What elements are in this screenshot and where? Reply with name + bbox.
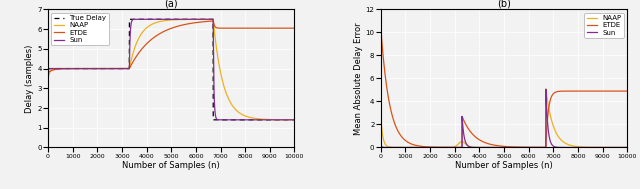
Sun [378,146,386,148]
NAAP [44,77,52,80]
NAAP [54,67,62,70]
ETDE [377,26,385,28]
Sun [44,70,52,73]
NAAP [425,146,433,149]
True Delay [59,67,67,70]
Sun [542,88,550,90]
True Delay [291,119,298,121]
ETDE [278,27,285,29]
NAAP [542,146,550,149]
ETDE [378,40,386,42]
ETDE [59,68,67,70]
ETDE [92,67,100,70]
ETDE [164,28,172,30]
NAAP [278,119,285,121]
ETDE [209,20,217,22]
Sun [425,146,433,149]
Line: NAAP: NAAP [381,89,627,147]
Sun [152,18,160,20]
ETDE [425,146,433,148]
NAAP [377,114,385,116]
Sun [164,18,172,20]
X-axis label: Number of Samples (n): Number of Samples (n) [122,161,220,170]
NAAP [542,88,550,90]
Sun [237,119,245,121]
True Delay [92,67,100,70]
ETDE [611,90,618,92]
True Delay [44,67,52,70]
Y-axis label: Delay (samples): Delay (samples) [26,44,35,113]
True Delay [54,67,62,70]
NAAP [59,67,67,70]
NAAP [623,146,631,149]
Y-axis label: Mean Absolute Delay Error: Mean Absolute Delay Error [354,22,363,135]
Sun [291,119,298,121]
True Delay [278,119,285,121]
NAAP [45,73,53,75]
Line: ETDE: ETDE [48,21,294,73]
Sun [387,146,395,149]
X-axis label: Number of Samples (n): Number of Samples (n) [455,161,553,170]
Sun [54,67,62,70]
Sun [458,146,466,149]
True Delay [164,18,172,20]
True Delay [45,67,53,70]
ETDE [497,145,505,147]
Legend: NAAP, ETDE, Sun: NAAP, ETDE, Sun [584,13,624,38]
ETDE [54,68,62,70]
Line: NAAP: NAAP [48,19,294,120]
Line: Sun: Sun [381,89,627,147]
NAAP [378,128,386,130]
ETDE [623,90,631,92]
Sun [497,146,505,149]
ETDE [458,146,466,149]
Line: Sun: Sun [48,19,294,120]
Sun [278,119,285,121]
Sun [45,68,53,70]
Sun [92,67,100,70]
NAAP [611,146,618,149]
NAAP [164,19,172,21]
Sun [623,146,631,149]
NAAP [387,146,395,148]
Title: (b): (b) [497,0,511,9]
NAAP [209,18,217,20]
Title: (a): (a) [164,0,178,9]
ETDE [387,109,395,112]
ETDE [392,124,399,127]
NAAP [92,67,100,70]
NAAP [497,146,505,149]
Sun [59,67,67,70]
Legend: True Delay, NAAP, ETDE, Sun: True Delay, NAAP, ETDE, Sun [51,13,109,45]
NAAP [392,146,399,149]
NAAP [291,119,298,121]
Line: True Delay: True Delay [48,19,294,120]
ETDE [44,71,52,74]
ETDE [45,71,53,73]
Sun [392,146,399,149]
Line: ETDE: ETDE [381,27,627,147]
Sun [611,146,618,149]
ETDE [291,27,298,29]
Sun [377,143,385,145]
True Delay [125,18,133,20]
True Delay [209,119,217,121]
